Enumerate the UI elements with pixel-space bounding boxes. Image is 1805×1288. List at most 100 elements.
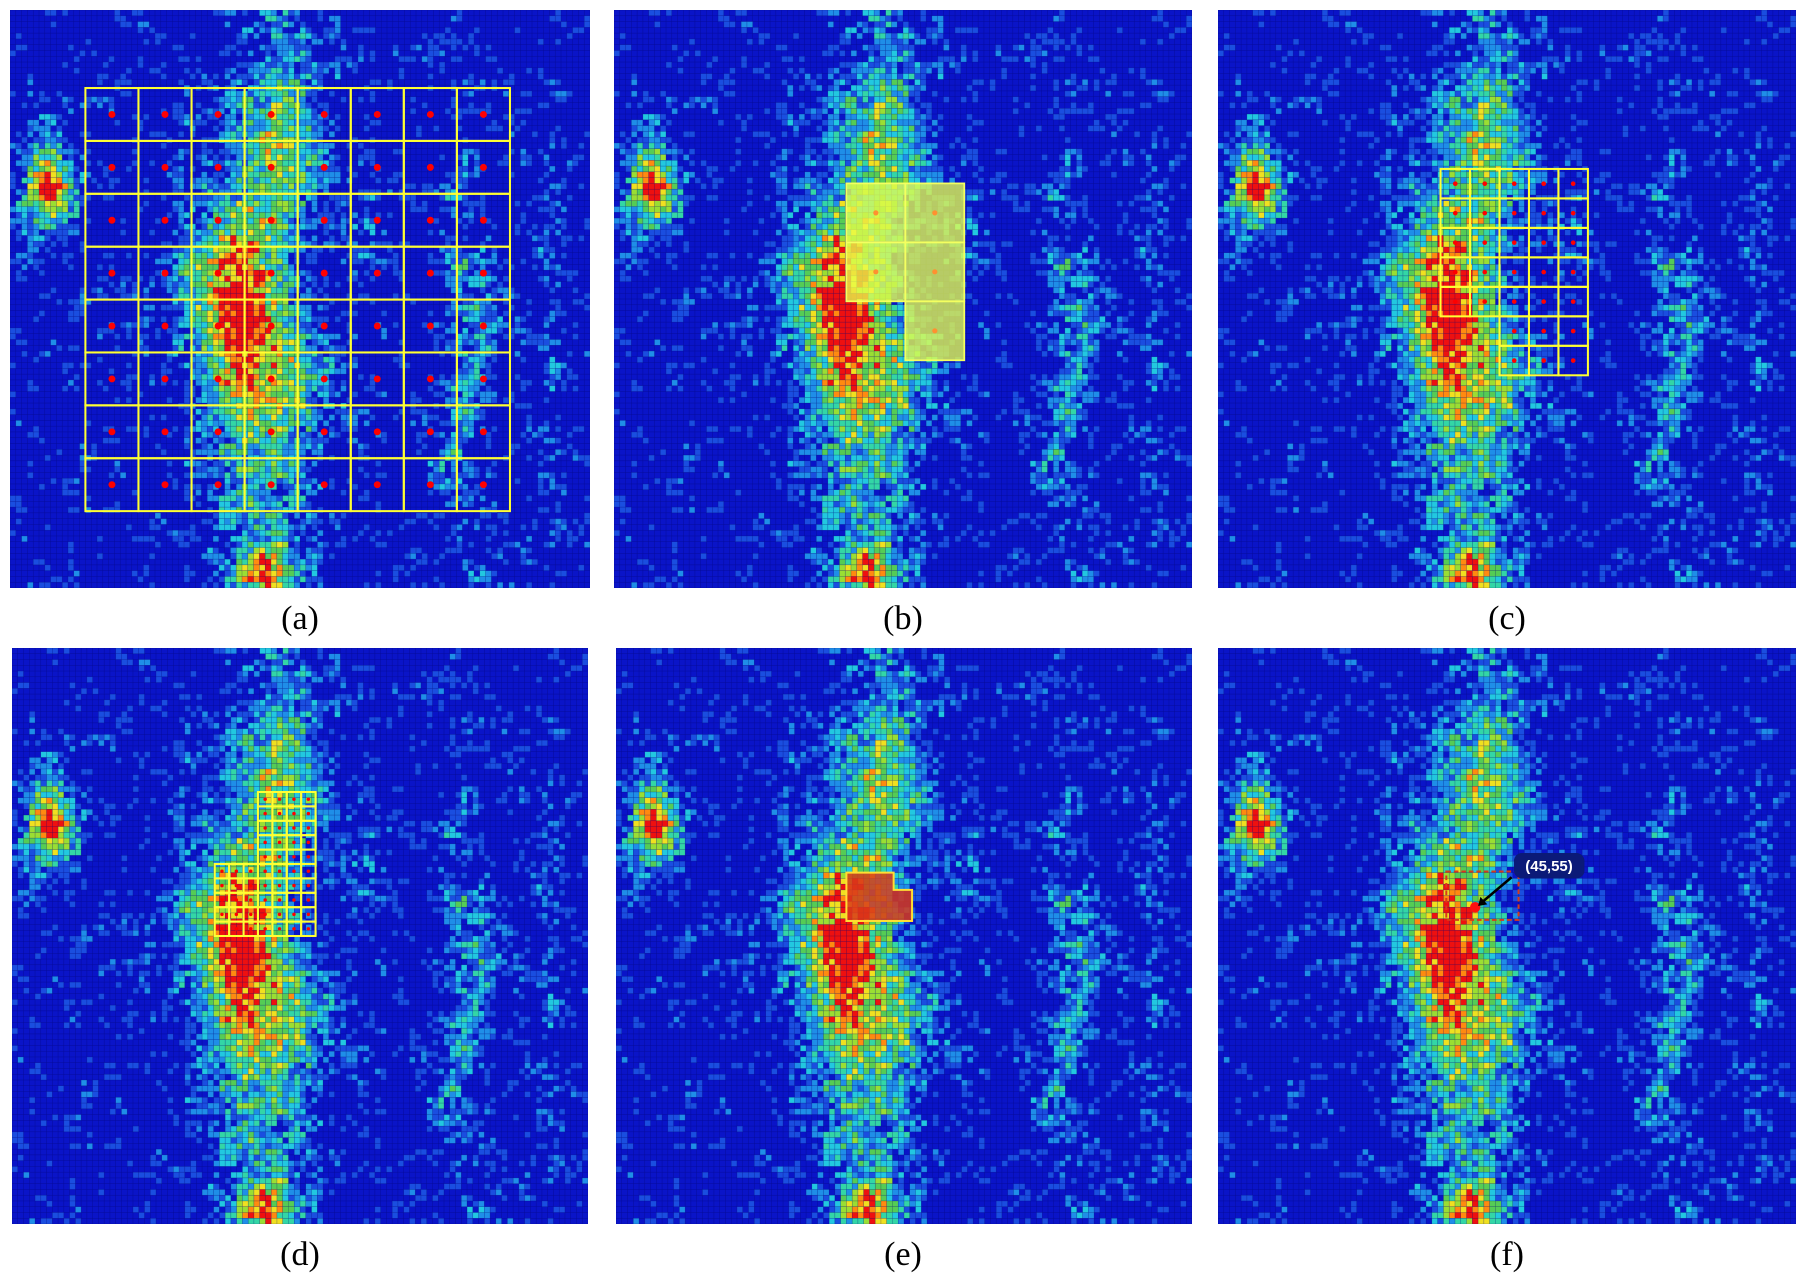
heatmap-cell [201, 431, 208, 438]
heatmap-cell [253, 327, 260, 334]
heatmap-cell [27, 154, 34, 161]
heatmap-cell [566, 270, 573, 276]
heatmap-cell [259, 194, 266, 201]
heatmap-cell [160, 316, 167, 323]
heatmap-cell [346, 322, 353, 328]
heatmap-cell [305, 241, 312, 247]
heatmap-cell [68, 345, 74, 352]
heatmap-cell [97, 275, 103, 282]
heatmap-cell [253, 570, 260, 577]
heatmap-cell [79, 200, 86, 207]
heatmap-cell [572, 455, 579, 461]
heatmap-cell [914, 38, 921, 45]
heatmap-cell [741, 62, 747, 68]
heatmap-cell [654, 137, 661, 143]
heatmap-cell [172, 252, 179, 259]
heatmap-cell [230, 512, 237, 519]
heatmap-cell [416, 206, 422, 213]
heatmap-cell [468, 570, 474, 577]
heatmap-cell [271, 414, 277, 421]
heatmap-cell [276, 281, 283, 288]
heatmap-cell [358, 189, 364, 195]
heatmap-cell [410, 397, 416, 404]
heatmap-cell [207, 275, 213, 282]
heatmap-cell [1053, 96, 1060, 103]
heatmap-cell [305, 333, 312, 340]
heatmap-cell [160, 73, 167, 80]
heatmap-cell [62, 489, 68, 496]
heatmap-cell [224, 252, 231, 259]
heatmap-cell [276, 38, 283, 45]
heatmap-cell [804, 79, 811, 86]
heatmap-cell [178, 119, 184, 126]
heatmap-cell [218, 322, 225, 328]
grid-center-marker [479, 111, 487, 118]
heatmap-cell [1076, 85, 1083, 91]
heatmap-cell [207, 316, 213, 323]
heatmap-cell [856, 79, 863, 86]
heatmap-cell [33, 223, 39, 230]
heatmap-cell [44, 235, 51, 242]
heatmap-cell [265, 275, 271, 282]
heatmap-cell [271, 478, 277, 484]
heatmap-cell [44, 177, 51, 184]
heatmap-cell [224, 541, 231, 548]
heatmap-cell [491, 223, 498, 230]
heatmap-cell [1139, 148, 1146, 155]
heatmap-cell [224, 316, 231, 323]
heatmap-cell [253, 483, 260, 490]
heatmap-cell [543, 322, 550, 328]
heatmap-cell [329, 512, 335, 519]
heatmap-cell [178, 148, 184, 155]
heatmap-cell [276, 518, 283, 525]
heatmap-cell [450, 478, 457, 484]
heatmap-cell [439, 322, 445, 328]
heatmap-cell [735, 137, 742, 143]
heatmap-cell [566, 443, 573, 450]
heatmap-cell [178, 339, 184, 346]
heatmap-cell [247, 541, 254, 548]
heatmap-cell [793, 33, 799, 39]
heatmap-cell [514, 403, 521, 409]
heatmap-cell [439, 553, 445, 560]
heatmap-cell [160, 241, 167, 247]
heatmap-cell [503, 287, 509, 294]
heatmap-cell [741, 27, 747, 34]
heatmap-cell [236, 189, 242, 195]
heatmap-cell [265, 478, 271, 484]
heatmap-cell [943, 38, 950, 45]
heatmap-cell [247, 142, 254, 149]
heatmap-cell [68, 576, 74, 583]
heatmap-cell [218, 96, 225, 103]
heatmap-cell [276, 142, 283, 149]
heatmap-cell [903, 38, 909, 45]
heatmap-cell [102, 252, 109, 259]
heatmap-cell [375, 582, 382, 588]
heatmap-cell [311, 547, 318, 554]
heatmap-cell [282, 177, 289, 184]
heatmap-cell [439, 489, 445, 496]
heatmap-cell [242, 518, 248, 525]
heatmap-cell [184, 426, 190, 432]
heatmap-cell [561, 310, 567, 317]
heatmap-cell [637, 160, 643, 167]
heatmap-cell [700, 79, 707, 86]
heatmap-cell [265, 310, 271, 317]
heatmap-cell [230, 246, 237, 253]
heatmap-cell [166, 241, 173, 247]
grid-center-marker [161, 481, 169, 489]
heatmap-cell [358, 252, 364, 259]
heatmap-cell [891, 44, 898, 51]
heatmap-cell [73, 223, 80, 230]
heatmap-cell [526, 90, 532, 97]
heatmap-cell [491, 56, 498, 63]
heatmap-cell [21, 275, 28, 282]
heatmap-cell [555, 570, 561, 577]
heatmap-cell [236, 79, 242, 86]
heatmap-cell [862, 108, 869, 115]
heatmap-cell [224, 194, 231, 201]
heatmap-cell [259, 270, 266, 276]
heatmap-cell [224, 10, 231, 16]
heatmap-cell [323, 420, 329, 427]
heatmap-cell [363, 125, 370, 132]
